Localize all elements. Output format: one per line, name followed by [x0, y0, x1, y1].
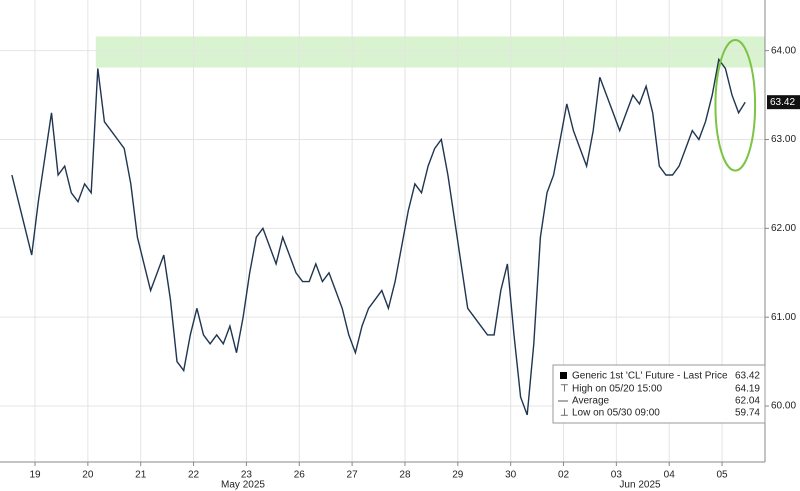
price-line [11, 57, 746, 416]
highlight-band [95, 36, 765, 68]
legend-value: 62.04 [735, 396, 760, 407]
last-price-label: 63.42 [770, 97, 795, 108]
month-label: Jun 2025 [619, 480, 661, 491]
x-tick-label: 21 [135, 470, 147, 481]
y-tick-label: 61.00 [771, 312, 796, 323]
highlight-ellipse [714, 38, 757, 172]
legend-label: Average [572, 396, 610, 407]
x-tick-label: 20 [82, 470, 94, 481]
legend-swatch [560, 372, 567, 379]
y-tick-label: 64.00 [771, 45, 796, 56]
y-tick-label: 62.00 [771, 223, 796, 234]
legend-label: High on 05/20 15:00 [572, 384, 663, 395]
y-tick-label: 63.00 [771, 134, 796, 145]
month-label: May 2025 [221, 480, 265, 491]
last-price-tag [767, 95, 800, 110]
x-tick-label: 28 [399, 470, 411, 481]
legend-value: 59.74 [735, 408, 760, 419]
x-tick-label: 05 [716, 470, 728, 481]
x-tick-label: 03 [611, 470, 623, 481]
x-tick-label: 26 [294, 470, 306, 481]
legend-box [552, 364, 766, 424]
x-tick-label: 22 [188, 470, 200, 481]
y-tick-label: 60.00 [771, 401, 796, 412]
x-tick-label: 04 [664, 470, 676, 481]
legend-icon: ⊥ [560, 408, 569, 419]
legend-icon: ⊤ [560, 384, 569, 395]
x-tick-label: 02 [558, 470, 570, 481]
legend-label: Generic 1st 'CL' Future - Last Price [572, 371, 728, 382]
x-tick-label: 23 [241, 470, 253, 481]
legend-value: 63.42 [735, 371, 760, 382]
x-tick-label: 27 [347, 470, 359, 481]
x-tick-label: 19 [29, 470, 41, 481]
legend-label: Low on 05/30 09:00 [572, 408, 660, 419]
x-tick-label: 30 [505, 470, 517, 481]
legend-value: 64.19 [735, 384, 760, 395]
x-tick-label: 29 [452, 470, 464, 481]
legend: Generic 1st 'CL' Future - Last Price 63.… [552, 364, 766, 424]
